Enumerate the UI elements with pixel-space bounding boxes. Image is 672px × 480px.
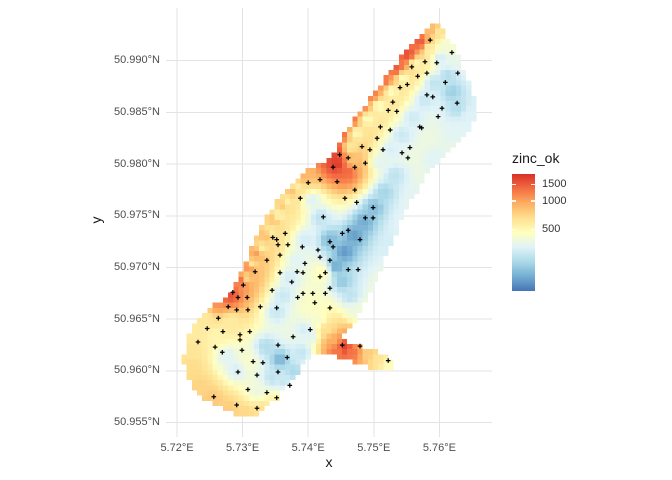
legend-tick-label: 500 (542, 222, 561, 235)
legend-tick-mark (512, 228, 516, 231)
legend-tick-mark (531, 183, 535, 186)
y-tick-label: 50.970°N (114, 261, 160, 274)
legend-tick-mark (531, 228, 535, 231)
y-tick-label: 50.975°N (114, 209, 160, 222)
legend-tick-mark (512, 200, 516, 202)
x-tick-label: 5.73°E (226, 442, 260, 454)
x-tick-label: 5.76°E (422, 442, 456, 454)
y-tick-label: 50.990°N (114, 54, 160, 67)
x-axis-title: x (325, 454, 333, 470)
x-tick-label: 5.74°E (291, 442, 325, 454)
legend-tick-mark (512, 183, 516, 186)
legend-title: zinc_ok (512, 150, 560, 166)
y-tick-label: 50.965°N (114, 312, 160, 325)
legend-tick-label: 1000 (542, 194, 567, 207)
kriging-raster-layer (166, 8, 492, 437)
x-tick-label: 5.75°E (357, 442, 391, 454)
plot-panel (166, 8, 492, 437)
legend-colorbar-gradient (512, 174, 535, 291)
y-tick-label: 50.980°N (114, 157, 160, 170)
legend-colorbar (512, 174, 535, 291)
x-tick-label: 5.72°E (160, 442, 194, 454)
legend-tick-label: 1500 (542, 178, 567, 191)
y-tick-label: 50.955°N (114, 416, 160, 429)
legend-tick-mark (531, 200, 535, 202)
y-tick-label: 50.960°N (114, 364, 160, 377)
y-tick-label: 50.985°N (114, 105, 160, 118)
